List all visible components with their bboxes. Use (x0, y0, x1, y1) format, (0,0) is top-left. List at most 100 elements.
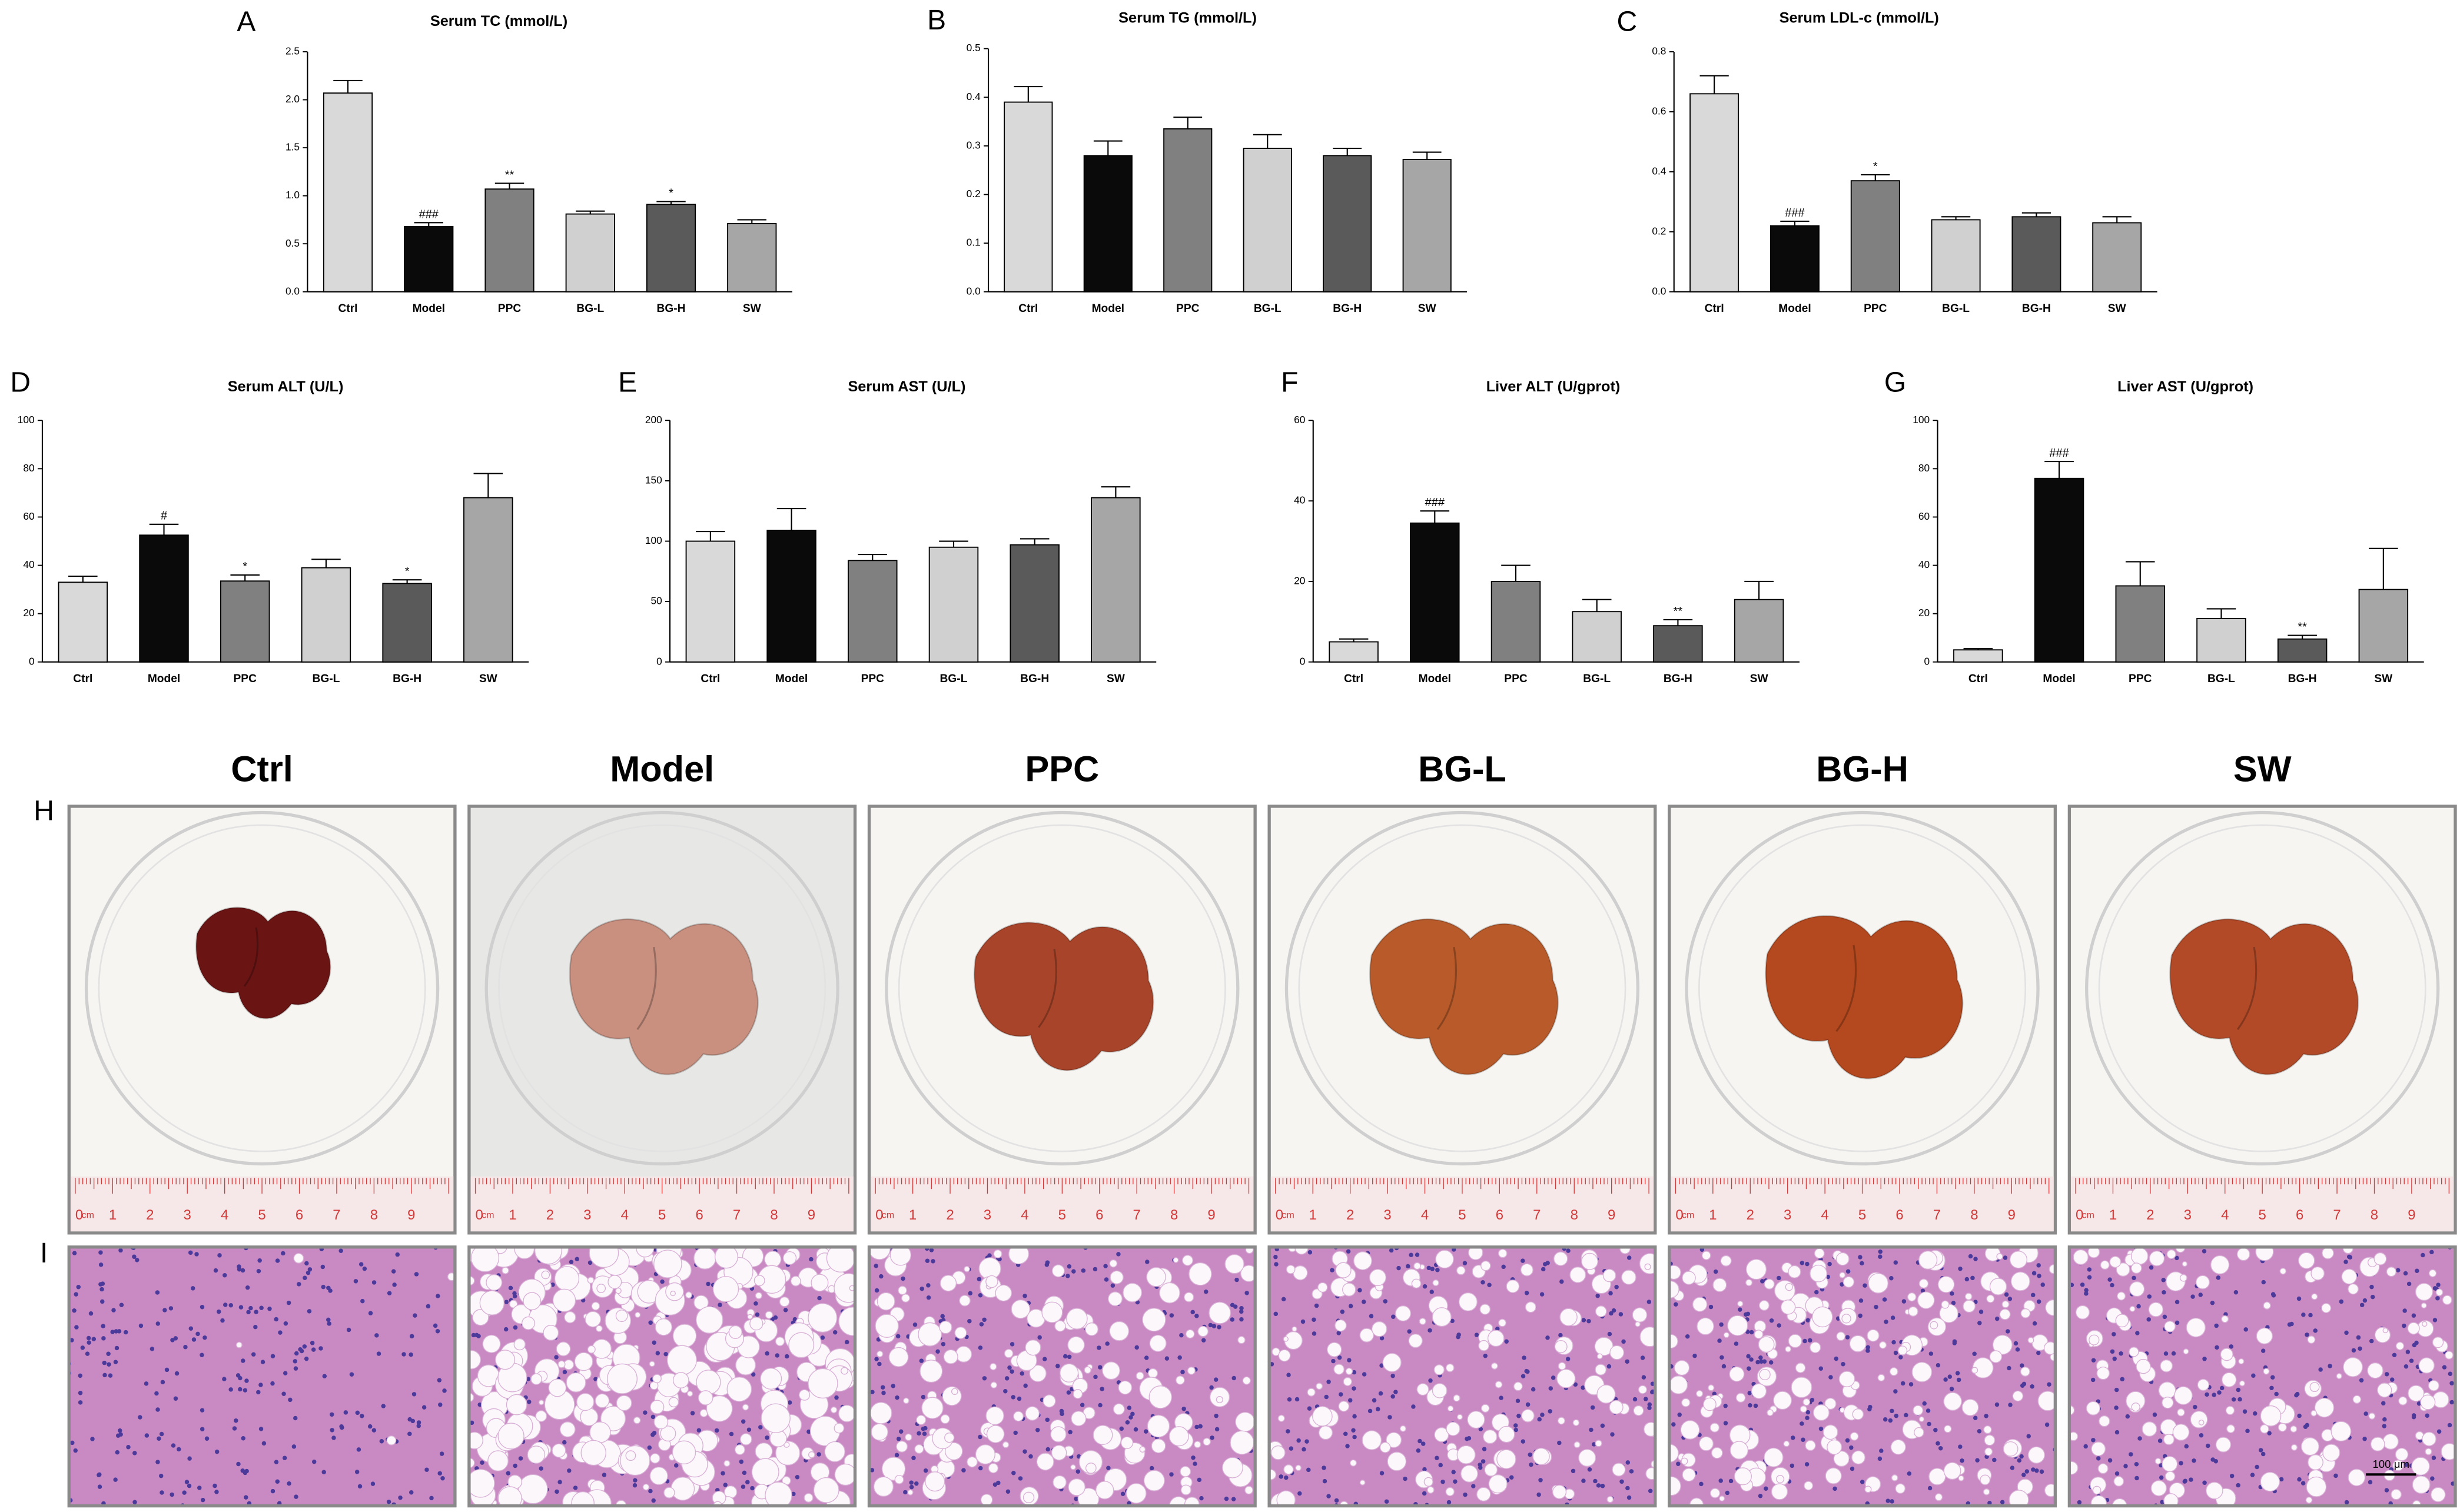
nucleus (2368, 1480, 2373, 1485)
lipid-droplet (1180, 1466, 1191, 1477)
nucleus (330, 1428, 334, 1433)
lipid-droplet (556, 1341, 571, 1357)
lipid-droplet (742, 1404, 749, 1411)
lipid-droplet (830, 1406, 838, 1414)
nucleus (2202, 1357, 2207, 1361)
nucleus (320, 1264, 326, 1270)
nucleus (2087, 1267, 2092, 1272)
lipid-droplet (1146, 1267, 1166, 1287)
lipid-droplet (712, 1276, 739, 1302)
nucleus (1608, 1291, 1613, 1296)
lipid-droplet (1812, 1404, 1830, 1421)
nucleus (1755, 1360, 1760, 1365)
nucleus (1566, 1248, 1571, 1253)
nucleus (2077, 1500, 2082, 1505)
nucleus (97, 1484, 102, 1489)
nucleus (1300, 1319, 1306, 1324)
lipid-droplet (1785, 1346, 1791, 1353)
nucleus (2210, 1457, 2215, 1462)
lipid-droplet (1416, 1383, 1429, 1396)
nucleus (2405, 1350, 2411, 1354)
lipid-droplet (2428, 1269, 2437, 1278)
nucleus (1435, 1268, 1440, 1272)
ruler-label: 2 (2146, 1207, 2154, 1223)
lipid-droplet (2089, 1334, 2100, 1345)
lipid-droplet (980, 1493, 993, 1506)
nucleus (1208, 1322, 1213, 1328)
lipid-droplet (1095, 1481, 1114, 1500)
nucleus (1501, 1264, 1506, 1270)
lipid-droplet (1917, 1291, 1935, 1310)
nucleus (2344, 1500, 2349, 1505)
nucleus (436, 1294, 440, 1298)
nucleus (1548, 1386, 1553, 1391)
lipid-droplet (760, 1368, 782, 1390)
nucleus (1994, 1402, 2000, 1407)
nucleus (1977, 1321, 1982, 1325)
nucleus (1352, 1414, 1357, 1419)
lipid-droplet (2348, 1283, 2359, 1295)
nucleus (1744, 1312, 1748, 1317)
nucleus (275, 1258, 280, 1263)
nucleus (270, 1488, 275, 1494)
lipid-droplet (1446, 1421, 1460, 1436)
lipid-droplet (1488, 1474, 1508, 1494)
lipid-droplet (808, 1303, 838, 1333)
nucleus (2236, 1483, 2240, 1488)
ruler-label: 5 (1458, 1207, 1466, 1223)
nucleus (1721, 1364, 1727, 1369)
lipid-droplet (808, 1451, 815, 1458)
ruler-label: 8 (770, 1207, 778, 1223)
lipid-droplet (1520, 1263, 1533, 1277)
lipid-droplet (1476, 1487, 1491, 1502)
nucleus (1362, 1300, 1366, 1304)
nucleus (1093, 1267, 1098, 1272)
nucleus (714, 1428, 719, 1433)
nucleus (569, 1260, 574, 1264)
lipid-droplet (1918, 1416, 1925, 1423)
nucleus (1845, 1269, 1851, 1274)
petri-dish (84, 810, 440, 1166)
lipid-droplet (620, 1445, 650, 1476)
nucleus (2362, 1298, 2368, 1303)
lipid-droplet (1745, 1259, 1767, 1280)
lipid-droplet (1669, 1375, 1688, 1394)
lipid-droplet (1359, 1480, 1366, 1486)
lipid-droplet (2395, 1447, 2409, 1461)
lipid-droplet (1719, 1496, 1725, 1502)
nucleus (1435, 1455, 1439, 1460)
lipid-droplet (1669, 1334, 1678, 1349)
lipid-droplet (552, 1288, 576, 1312)
ruler-label: 6 (296, 1207, 303, 1223)
nucleus (2328, 1364, 2332, 1368)
nucleus (187, 1456, 192, 1461)
lipid-droplet (1085, 1322, 1098, 1336)
nucleus (1103, 1264, 1108, 1269)
lipid-droplet (724, 1485, 738, 1499)
nucleus (392, 1282, 397, 1287)
ruler-label: 1 (909, 1207, 917, 1223)
nucleus (2010, 1466, 2015, 1470)
ruler-label: 9 (2008, 1207, 2016, 1223)
y-tick-label: 150 (645, 474, 662, 486)
lipid-droplet (889, 1247, 912, 1266)
nucleus (88, 1311, 94, 1316)
lipid-droplet (1025, 1406, 1040, 1421)
lipid-droplet (1060, 1363, 1079, 1383)
lipid-droplet (1173, 1257, 1179, 1263)
nucleus (1531, 1387, 1536, 1392)
lipid-droplet (942, 1386, 962, 1406)
nucleus (1348, 1304, 1353, 1308)
nucleus (1644, 1397, 1648, 1401)
nucleus (1379, 1471, 1385, 1476)
lipid-droplet (1102, 1361, 1120, 1380)
nucleus (303, 1275, 307, 1280)
nucleus (929, 1248, 934, 1252)
ruler-label: 7 (1133, 1207, 1141, 1223)
nucleus (237, 1267, 242, 1272)
lipid-droplet (2113, 1476, 2124, 1487)
nucleus (1522, 1355, 1526, 1360)
bar (1953, 649, 2003, 663)
lipid-droplet (534, 1247, 562, 1265)
